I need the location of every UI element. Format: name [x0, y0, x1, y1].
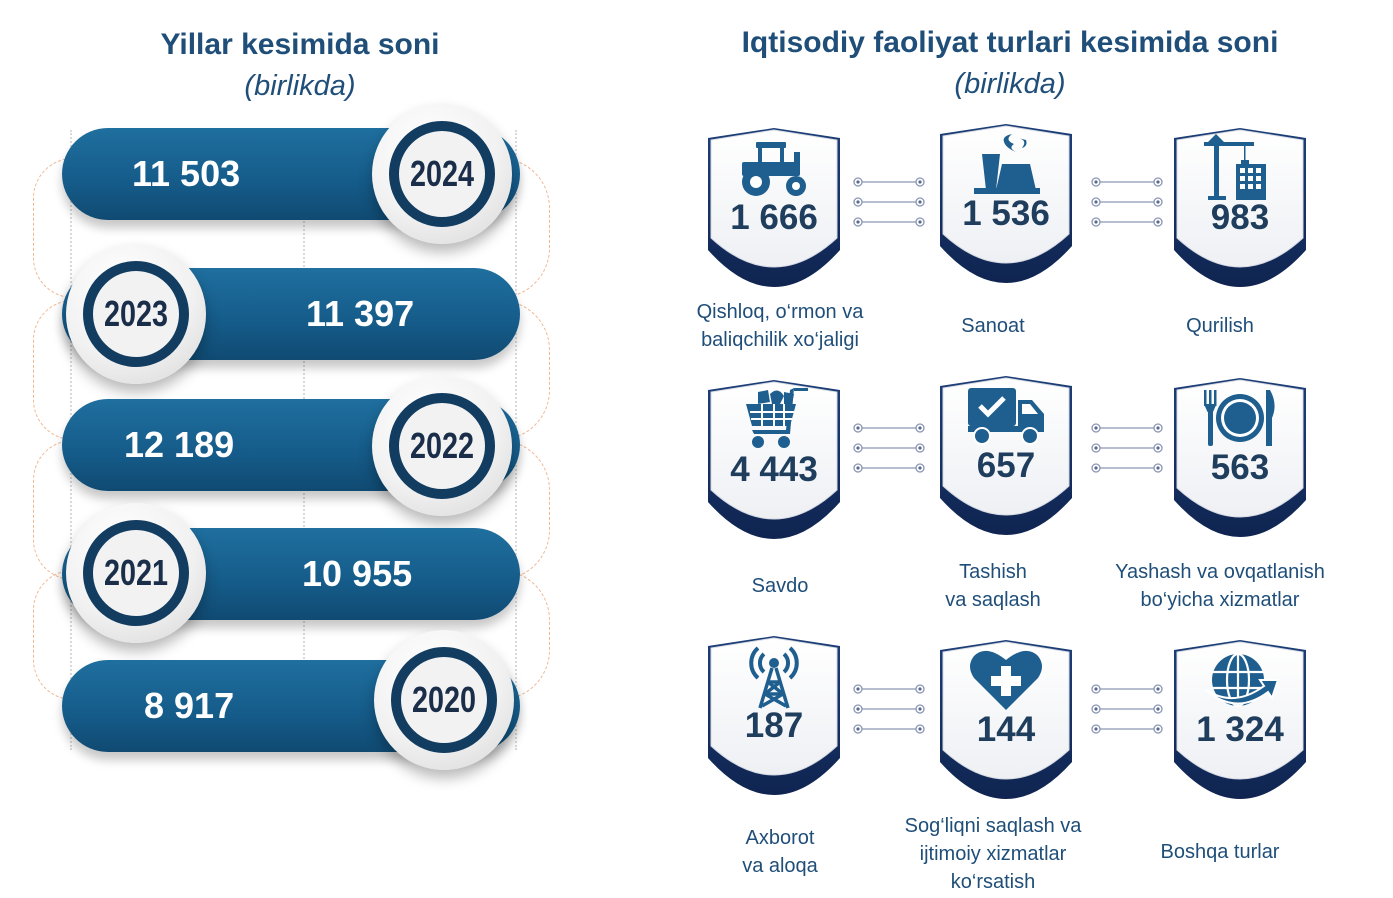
activity-card-communication: 187	[708, 636, 840, 796]
year-value: 12 189	[124, 424, 235, 465]
year-label: 2020	[411, 679, 477, 720]
activity-label: Tashish va saqlash	[945, 561, 1041, 611]
years-subtitle: (birlikda)	[244, 70, 356, 102]
connector-link	[1090, 177, 1164, 227]
construction-crane-icon	[1204, 134, 1266, 200]
activity-label: Yashash va ovqatlanish bo‘yicha xizmatla…	[1115, 561, 1325, 611]
heart-cross-icon	[970, 650, 1042, 710]
year-medal-2023: 2023	[66, 244, 206, 384]
antenna-tower-icon	[749, 646, 799, 709]
year-medal-2021: 2021	[66, 503, 206, 643]
year-value: 10 955	[302, 553, 413, 594]
activities-title: Iqtisodiy faoliyat turlari kesimida soni	[741, 26, 1279, 59]
activity-card-trade: 4 443	[708, 380, 840, 540]
activity-value: 657	[976, 446, 1036, 485]
activity-label: Boshqa turlar	[1160, 841, 1280, 863]
activity-card-accommodation: 563	[1174, 378, 1306, 538]
connector-link	[852, 423, 926, 473]
year-medal-2022: 2022	[372, 376, 512, 516]
activity-value: 983	[1210, 198, 1270, 237]
year-label: 2021	[103, 552, 169, 593]
activity-label: Axborot va aloqa	[742, 827, 818, 877]
year-label: 2024	[409, 153, 475, 194]
year-label: 2022	[409, 425, 475, 466]
delivery-truck-icon	[968, 388, 1044, 445]
activity-label: Qurilish	[1186, 315, 1254, 337]
year-medal-2024: 2024	[372, 104, 512, 244]
connector-link	[1090, 684, 1164, 734]
globe-arrow-icon	[1205, 652, 1280, 708]
year-value: 8 917	[144, 685, 235, 726]
activity-value: 1 536	[962, 194, 1050, 233]
activity-label: Qishloq, o‘rmon va baliqchilik xo‘jaligi	[696, 301, 864, 351]
years-panel: 11 503 2024 11 397 2023 12 189 2022 10 9…	[0, 0, 560, 898]
activity-card-construction: 983	[1174, 128, 1306, 288]
connector-link	[852, 684, 926, 734]
year-label: 2023	[103, 293, 169, 334]
year-value: 11 503	[132, 153, 241, 194]
year-medal-2020: 2020	[374, 630, 514, 770]
activity-value: 1 324	[1196, 710, 1284, 749]
connector-link	[1090, 423, 1164, 473]
shopping-cart-icon	[746, 388, 808, 448]
tractor-icon	[742, 142, 806, 196]
connector-link	[852, 177, 926, 227]
year-value: 11 397	[306, 293, 415, 334]
activity-card-transport: 657	[940, 376, 1072, 536]
activity-card-industry: 1 536	[940, 124, 1072, 284]
activity-card-agriculture: 1 666	[708, 128, 840, 288]
activity-value: 187	[744, 706, 804, 745]
plate-cutlery-icon	[1204, 390, 1275, 446]
activity-card-health: 144	[940, 640, 1072, 800]
activities-subtitle: (birlikda)	[954, 68, 1066, 100]
activity-card-other: 1 324	[1174, 640, 1306, 800]
activity-label: Sanoat	[961, 315, 1025, 337]
activity-value: 563	[1210, 448, 1270, 487]
activity-label: Savdo	[751, 575, 809, 597]
activity-value: 4 443	[730, 450, 818, 489]
years-title: Yillar kesimida soni	[160, 28, 440, 61]
activity-label: Sog‘liqni saqlash va ijtimoiy xizmatlar …	[904, 815, 1082, 893]
factory-icon	[974, 134, 1040, 194]
activity-value: 144	[976, 710, 1036, 749]
activity-value: 1 666	[730, 198, 818, 237]
